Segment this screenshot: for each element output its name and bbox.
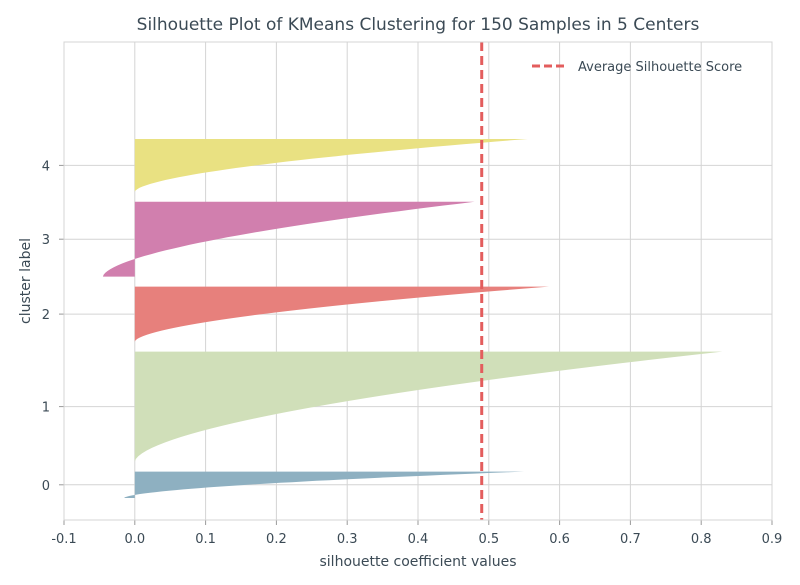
- silhouette-band-cluster-2: [134, 286, 550, 342]
- x-tick-label: 0.7: [620, 532, 641, 547]
- legend-label: Average Silhouette Score: [578, 60, 742, 75]
- silhouette-band-cluster-1: [134, 351, 723, 462]
- legend: Average Silhouette Score: [532, 60, 742, 75]
- x-tick-label: 0.1: [195, 532, 216, 547]
- plot-frame: [63, 41, 773, 521]
- y-tick-label: 1: [42, 401, 50, 416]
- grid-lines: [59, 42, 773, 525]
- x-tick-label: 0.3: [337, 532, 358, 547]
- y-tick-labels: 0 1 2 3 4: [42, 159, 50, 493]
- silhouette-band-cluster-4: [134, 139, 528, 192]
- chart-title: Silhouette Plot of KMeans Clustering for…: [137, 15, 700, 35]
- x-tick-label: 0.8: [691, 532, 712, 547]
- x-tick-label: 0.9: [762, 532, 783, 547]
- x-tick-label: -0.1: [51, 532, 76, 547]
- x-tick-label: 0.6: [549, 532, 570, 547]
- x-tick-label: 0.4: [408, 532, 429, 547]
- silhouette-band-cluster-3: [102, 201, 475, 277]
- x-tick-label: 0.0: [124, 532, 145, 547]
- x-tick-label: 0.2: [266, 532, 287, 547]
- silhouette-bands: [102, 139, 723, 498]
- y-tick-label: 2: [42, 308, 50, 323]
- silhouette-band-cluster-0: [124, 471, 525, 498]
- y-tick-label: 0: [42, 479, 50, 494]
- x-axis-label: silhouette coefficient values: [320, 554, 517, 570]
- y-tick-label: 3: [42, 233, 50, 248]
- x-tick-labels: -0.1 0.0 0.1 0.2 0.3 0.4 0.5 0.6 0.7 0.8 0.9: [51, 532, 782, 547]
- x-tick-label: 0.5: [478, 532, 499, 547]
- y-axis-label: cluster label: [18, 238, 34, 324]
- y-tick-label: 4: [42, 159, 50, 174]
